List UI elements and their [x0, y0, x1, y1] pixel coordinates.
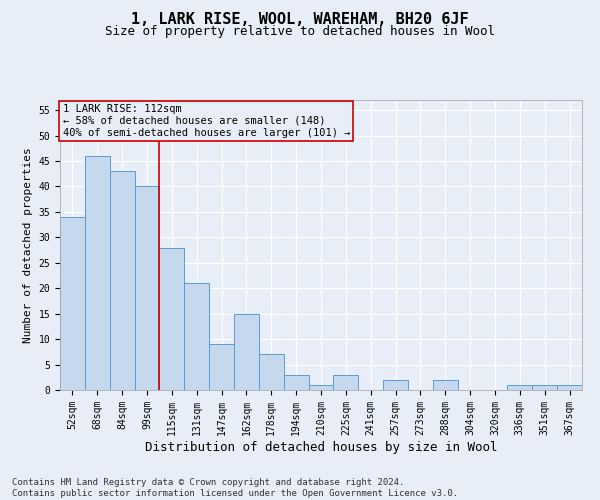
Text: Contains HM Land Registry data © Crown copyright and database right 2024.
Contai: Contains HM Land Registry data © Crown c… — [12, 478, 458, 498]
Bar — [532, 385, 557, 390]
X-axis label: Distribution of detached houses by size in Wool: Distribution of detached houses by size … — [145, 440, 497, 454]
Bar — [85, 156, 110, 390]
Text: Size of property relative to detached houses in Wool: Size of property relative to detached ho… — [105, 25, 495, 38]
Bar — [160, 248, 184, 390]
Text: 1 LARK RISE: 112sqm
← 58% of detached houses are smaller (148)
40% of semi-detac: 1 LARK RISE: 112sqm ← 58% of detached ho… — [62, 104, 350, 138]
Bar — [284, 374, 308, 390]
Bar — [209, 344, 234, 390]
Bar — [234, 314, 259, 390]
Y-axis label: Number of detached properties: Number of detached properties — [23, 147, 33, 343]
Bar — [110, 171, 134, 390]
Text: 1, LARK RISE, WOOL, WAREHAM, BH20 6JF: 1, LARK RISE, WOOL, WAREHAM, BH20 6JF — [131, 12, 469, 28]
Bar — [508, 385, 532, 390]
Bar — [184, 283, 209, 390]
Bar — [334, 374, 358, 390]
Bar — [383, 380, 408, 390]
Bar — [308, 385, 334, 390]
Bar — [60, 217, 85, 390]
Bar — [134, 186, 160, 390]
Bar — [259, 354, 284, 390]
Bar — [433, 380, 458, 390]
Bar — [557, 385, 582, 390]
